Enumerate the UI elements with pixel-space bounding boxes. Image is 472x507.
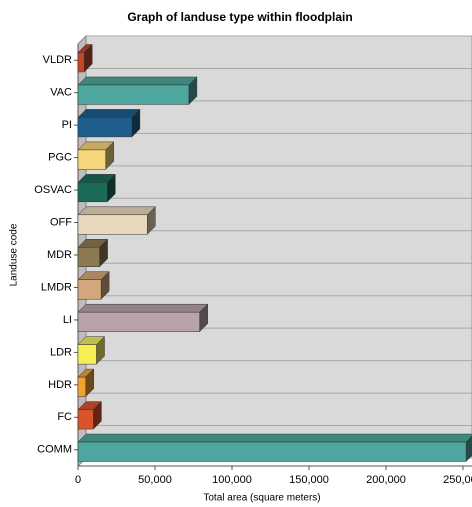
y-tick-label: PI bbox=[62, 119, 72, 131]
bar bbox=[77, 52, 85, 73]
bar-top bbox=[77, 76, 198, 86]
y-tick-label: FC bbox=[57, 411, 72, 423]
y-tick-label: HDR bbox=[48, 379, 72, 391]
x-tick-label: 100,000 bbox=[212, 474, 252, 486]
bar bbox=[77, 441, 467, 462]
bar bbox=[77, 117, 133, 138]
y-tick-label: LI bbox=[63, 314, 72, 326]
y-tick-label: VAC bbox=[50, 87, 72, 99]
x-tick-label: 250,000 bbox=[443, 474, 472, 486]
x-tick-label: 150,000 bbox=[289, 474, 329, 486]
y-tick-label: COMM bbox=[37, 444, 72, 456]
bar bbox=[77, 182, 108, 203]
bar bbox=[77, 311, 200, 332]
y-axis-title: Landuse code bbox=[9, 223, 20, 286]
chart-title: Graph of landuse type within floodplain bbox=[127, 10, 352, 24]
x-tick-label: 50,000 bbox=[138, 474, 172, 486]
bar bbox=[77, 214, 148, 235]
x-tick-label: 0 bbox=[75, 474, 81, 486]
y-tick-label: LMDR bbox=[41, 281, 72, 293]
bar bbox=[77, 279, 102, 300]
bar bbox=[77, 84, 190, 105]
y-tick-label: VLDR bbox=[43, 54, 72, 66]
y-tick-label: MDR bbox=[47, 249, 72, 261]
bar bbox=[77, 409, 94, 430]
y-tick-label: OFF bbox=[50, 216, 72, 228]
bar bbox=[77, 344, 97, 365]
y-tick-label: OSVAC bbox=[34, 184, 72, 196]
x-tick-label: 200,000 bbox=[366, 474, 406, 486]
x-axis-title: Total area (square meters) bbox=[203, 493, 320, 504]
bar-top bbox=[77, 109, 141, 118]
bar bbox=[77, 247, 100, 267]
bar-top bbox=[77, 433, 472, 443]
y-tick-label: PGC bbox=[48, 152, 72, 164]
bar bbox=[77, 376, 86, 397]
y-tick-label: LDR bbox=[50, 346, 72, 358]
bar-top bbox=[77, 206, 156, 216]
bar bbox=[77, 149, 106, 170]
bar-top bbox=[77, 303, 209, 313]
